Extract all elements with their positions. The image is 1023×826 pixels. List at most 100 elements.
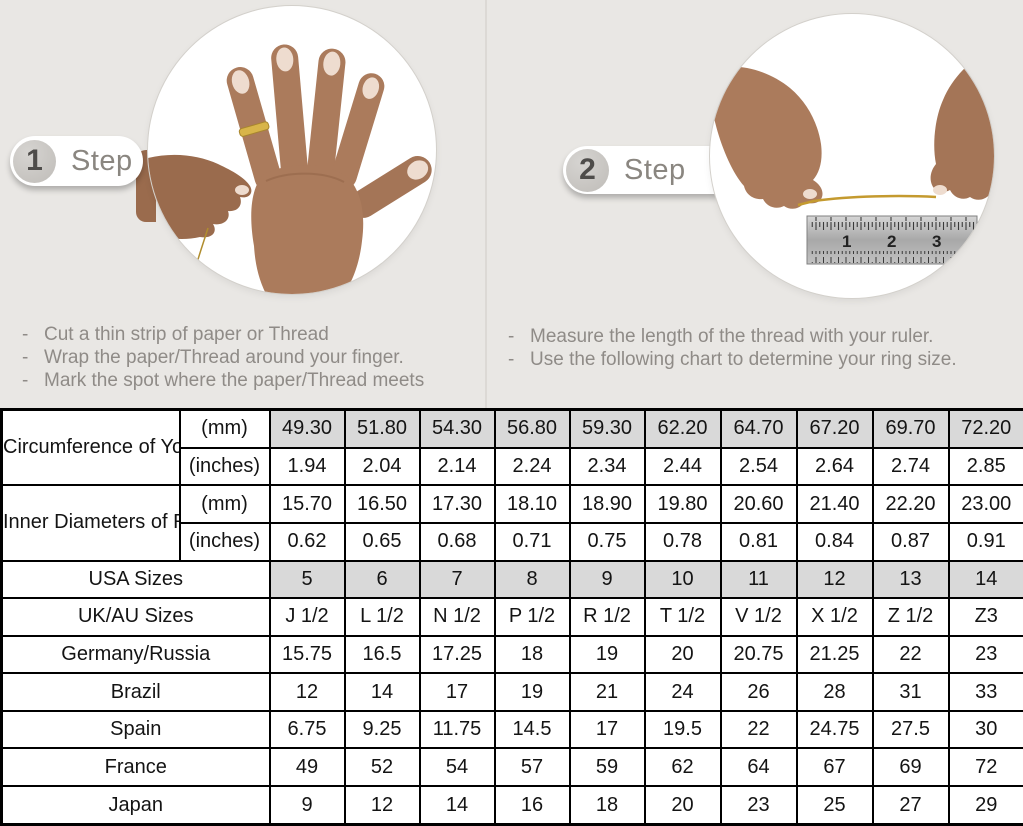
ring-size-table-body: Circumference of Your Finger(mm)49.3051.… bbox=[0, 408, 1023, 826]
size-value-cell: 13 bbox=[871, 559, 950, 600]
table-row: Germany/Russia 15.75 16.5 17.25 18 19 20 20.75 2… bbox=[0, 634, 1023, 675]
size-value-cell: 29 bbox=[947, 785, 1023, 826]
size-value-cell: 59.30 bbox=[568, 408, 646, 449]
instruction-text: Wrap the paper/Thread around your finger… bbox=[44, 347, 404, 368]
ring-size-table: Circumference of Your Finger(mm)49.3051.… bbox=[0, 408, 1023, 826]
size-value-cell: T 1/2 bbox=[643, 597, 722, 637]
row-group-label: Inner Diameters of Rings bbox=[0, 484, 181, 562]
size-value-cell: 54 bbox=[418, 747, 496, 788]
instruction-text: Mark the spot where the paper/Thread mee… bbox=[44, 370, 425, 391]
size-value-cell: 16.50 bbox=[343, 484, 421, 524]
size-value-cell: 22.20 bbox=[871, 484, 950, 524]
bullet-dash: - bbox=[22, 347, 29, 368]
size-value-cell: 67 bbox=[795, 747, 874, 788]
size-value-cell: 23.00 bbox=[947, 484, 1023, 524]
size-value-cell: 0.87 bbox=[871, 521, 950, 562]
size-value-cell: 2.04 bbox=[343, 446, 421, 487]
size-value-cell: 19 bbox=[568, 634, 646, 675]
step1-instructions: - Cut a thin strip of paper or Thread - … bbox=[22, 323, 424, 392]
size-value-cell: 56.80 bbox=[493, 408, 571, 449]
size-value-cell: 0.68 bbox=[418, 521, 496, 562]
size-value-cell: 8 bbox=[493, 559, 571, 600]
size-value-cell: 72.20 bbox=[947, 408, 1023, 449]
size-value-cell: 69 bbox=[871, 747, 950, 788]
instruction-item: - Measure the length of the thread with … bbox=[508, 325, 957, 348]
size-value-cell: 16 bbox=[493, 785, 571, 826]
instruction-text: Measure the length of the thread with yo… bbox=[530, 326, 934, 347]
size-value-cell: 21.40 bbox=[795, 484, 874, 524]
size-value-cell: 2.34 bbox=[568, 446, 646, 487]
size-value-cell: 2.14 bbox=[418, 446, 496, 487]
size-value-cell: 21 bbox=[568, 672, 646, 712]
size-value-cell: 18 bbox=[568, 785, 646, 826]
size-value-cell: 17.30 bbox=[418, 484, 496, 524]
size-value-cell: 59 bbox=[568, 747, 646, 788]
size-value-cell: 2.44 bbox=[643, 446, 722, 487]
size-value-cell: 0.62 bbox=[268, 521, 346, 562]
size-value-cell: 54.30 bbox=[418, 408, 496, 449]
size-value-cell: 22 bbox=[719, 709, 798, 750]
instruction-text: Use the following chart to determine you… bbox=[530, 349, 957, 370]
size-value-cell: 52 bbox=[343, 747, 421, 788]
size-value-cell: 9 bbox=[568, 559, 646, 600]
size-value-cell: 2.64 bbox=[795, 446, 874, 487]
ruler-number: 3 bbox=[932, 232, 941, 251]
size-value-cell: 14.5 bbox=[493, 709, 571, 750]
bullet-dash: - bbox=[508, 349, 515, 370]
measuring-thread-illustration: 1 2 3 bbox=[710, 49, 994, 265]
size-value-cell: 19 bbox=[493, 672, 571, 712]
size-value-cell: 20 bbox=[643, 785, 722, 826]
size-value-cell: 9.25 bbox=[343, 709, 421, 750]
size-value-cell: X 1/2 bbox=[795, 597, 874, 637]
table-row: Circumference of Your Finger(mm)49.3051.… bbox=[0, 408, 1023, 487]
size-value-cell: 27.5 bbox=[871, 709, 950, 750]
size-value-cell: 18 bbox=[493, 634, 571, 675]
size-value-cell: 72 bbox=[947, 747, 1023, 788]
ruler: 1 2 3 bbox=[806, 215, 978, 265]
size-value-cell: 1.94 bbox=[268, 446, 346, 487]
size-value-cell: 0.65 bbox=[343, 521, 421, 562]
size-value-cell: 23 bbox=[947, 634, 1023, 675]
size-value-cell: 51.80 bbox=[343, 408, 421, 449]
size-value-cell: 17.25 bbox=[418, 634, 496, 675]
table-row: Spain 6.75 9.25 11.75 14.5 17 19.5 22 24.75 27.5 3… bbox=[0, 709, 1023, 750]
size-value-cell: Z3 bbox=[947, 597, 1023, 637]
step2-instructions: - Measure the length of the thread with … bbox=[508, 325, 957, 371]
row-label: USA Sizes bbox=[0, 559, 271, 600]
table-row: Inner Diameters of Rings(mm)15.7016.5017… bbox=[0, 484, 1023, 562]
table-row: (inches) 0.62 0.65 0.68 0.71 0.75 0.78 0.81 0.84… bbox=[2, 521, 1023, 562]
size-value-cell: 0.91 bbox=[947, 521, 1023, 562]
size-value-cell: P 1/2 bbox=[493, 597, 571, 637]
ruler-number: 2 bbox=[887, 232, 896, 251]
step1-number: 1 bbox=[26, 144, 43, 177]
size-value-cell: 0.84 bbox=[795, 521, 874, 562]
gold-thread bbox=[797, 194, 937, 207]
size-value-cell: 20.75 bbox=[719, 634, 798, 675]
size-value-cell: 0.71 bbox=[493, 521, 571, 562]
size-value-cell: 15.70 bbox=[268, 484, 346, 524]
step2-label: Step bbox=[624, 153, 686, 186]
size-value-cell: 57 bbox=[493, 747, 571, 788]
ruler-number: 1 bbox=[842, 232, 851, 251]
size-value-cell: 64.70 bbox=[719, 408, 798, 449]
size-value-cell: 0.75 bbox=[568, 521, 646, 562]
size-value-cell: 49 bbox=[268, 747, 346, 788]
size-value-cell: 24.75 bbox=[795, 709, 874, 750]
size-value-cell: 62.20 bbox=[643, 408, 722, 449]
size-value-cell: 6.75 bbox=[268, 709, 346, 750]
right-hand bbox=[930, 49, 994, 200]
size-value-cell: 20 bbox=[643, 634, 722, 675]
step1-label: Step bbox=[71, 144, 133, 177]
gold-ring bbox=[238, 121, 270, 137]
size-value-cell: 16.5 bbox=[343, 634, 421, 675]
table-row: Japan 9 12 14 16 18 20 23 25 27 29 bbox=[0, 785, 1023, 826]
row-label: Brazil bbox=[0, 672, 271, 712]
panel-divider bbox=[485, 0, 487, 408]
size-value-cell: 12 bbox=[343, 785, 421, 826]
instruction-item: - Use the following chart to determine y… bbox=[508, 348, 957, 371]
size-value-cell: 14 bbox=[418, 785, 496, 826]
size-value-cell: 17 bbox=[418, 672, 496, 712]
size-value-cell: 64 bbox=[719, 747, 798, 788]
step1-badge: 1 Step bbox=[10, 136, 143, 186]
